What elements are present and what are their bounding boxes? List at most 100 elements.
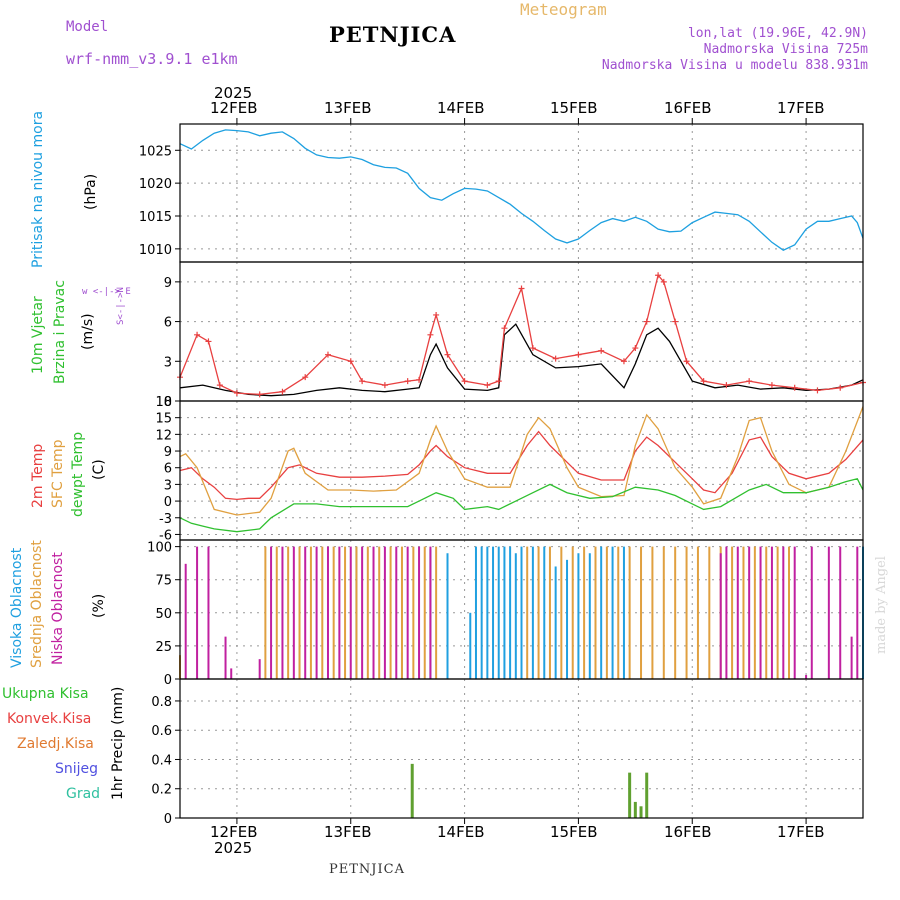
srednja-oblacnost-bar — [685, 546, 688, 679]
srednja-oblacnost-bar — [776, 546, 779, 679]
srednja-oblacnost-bar — [332, 546, 335, 679]
gust-marker — [416, 376, 423, 383]
visoka-oblacnost-bar — [480, 546, 483, 679]
y-tick-label: 0 — [164, 395, 172, 410]
srednja-oblacnost-bar — [366, 546, 369, 679]
srednja-oblacnost-bar — [400, 546, 403, 679]
ukupna-kisa-bar — [628, 772, 632, 818]
elevation-info: Nadmorska Visina 725m — [703, 42, 868, 57]
gust-marker — [347, 358, 354, 365]
visoka-oblacnost-bar — [469, 612, 472, 679]
niska-oblacnost-bar — [810, 546, 813, 679]
srednja-oblacnost-bar — [275, 546, 278, 679]
srednja-oblacnost-bar — [731, 546, 734, 679]
gust-marker — [768, 382, 775, 389]
visoka-oblacnost-bar — [600, 546, 603, 679]
cloud-panel: 0 25 50 75 100 — [147, 539, 864, 688]
gust-marker — [575, 351, 582, 358]
gust-marker — [529, 345, 536, 352]
top-date-label: 12FEB — [210, 99, 258, 117]
srednja-oblacnost-bar — [628, 546, 631, 679]
niska-oblacnost-bar — [338, 546, 341, 679]
srednja-oblacnost-bar — [651, 546, 654, 679]
ukupna-kisa-bar — [639, 806, 643, 818]
visoka-oblacnost-bar — [577, 553, 580, 679]
srednja-oblacnost-bar — [526, 546, 529, 679]
gust-marker — [484, 382, 491, 389]
y-tick-label: 75 — [155, 574, 172, 589]
y-tick-label: 1025 — [139, 144, 172, 159]
y-tick-label: 25 — [155, 640, 172, 655]
niska-oblacnost-bar — [230, 668, 233, 679]
gust-marker — [518, 285, 525, 292]
y-tick-label: 3 — [164, 355, 172, 370]
niska-oblacnost-bar — [770, 546, 773, 679]
srednja-oblacnost-bar — [708, 546, 711, 679]
gust-marker — [620, 358, 627, 365]
ukupna-kisa-bar — [633, 801, 637, 818]
y-tick-label: 3 — [164, 478, 172, 493]
bottom-date-label: 12FEB — [210, 823, 258, 841]
visoka-oblacnost-bar — [588, 553, 591, 679]
srednja-oblacnost-bar — [742, 546, 745, 679]
precip-legend-snow: Snijeg — [55, 761, 99, 777]
niska-oblacnost-bar — [719, 553, 722, 679]
bottom-date-label: 15FEB — [550, 823, 598, 841]
y-tick-label: 100 — [147, 541, 172, 556]
model-name: wrf-nmm_v3.9.1 e1km — [66, 50, 238, 68]
niska-oblacnost-bar — [292, 546, 295, 679]
pressure-panel: 1010 1015 1020 1025 — [139, 123, 864, 263]
y-tick-label: 0 — [164, 673, 172, 688]
niska-oblacnost-bar — [759, 546, 762, 679]
precip-legend-rain: Ukupna Kisa — [2, 686, 89, 702]
y-tick-label: -6 — [159, 528, 172, 543]
srednja-oblacnost-bar — [640, 546, 643, 679]
srednja-oblacnost-bar — [753, 546, 756, 679]
srednja-oblacnost-bar — [662, 546, 665, 679]
top-date-label: 16FEB — [664, 99, 712, 117]
meteogram-title: Meteogram — [520, 0, 607, 19]
visoka-oblacnost-bar — [497, 546, 500, 679]
y-tick-label: -3 — [159, 512, 172, 527]
wind-compass-we: w <-|-> E — [82, 287, 131, 297]
srednja-oblacnost-bar — [788, 546, 791, 679]
srednja-oblacnost-bar — [674, 546, 677, 679]
srednja-oblacnost-bar — [605, 546, 608, 679]
gust-marker — [837, 384, 844, 391]
gust-marker — [814, 387, 821, 394]
srednja-oblacnost-bar — [765, 546, 768, 679]
gust-marker — [672, 318, 679, 325]
top-date-label: 15FEB — [550, 99, 598, 117]
srednja-oblacnost-bar — [560, 546, 563, 679]
srednja-oblacnost-bar — [696, 546, 699, 679]
y-tick-label: 9 — [164, 445, 172, 460]
precipitation-panel: 0 0.2 0.4 0.6 0.8 — [151, 678, 864, 827]
niska-oblacnost-bar — [270, 546, 273, 679]
y-tick-label: 0 — [164, 495, 172, 510]
srednja-oblacnost-bar — [423, 546, 426, 679]
panel-frame — [179, 261, 864, 402]
srednja-oblacnost-bar — [537, 546, 540, 679]
niska-oblacnost-bar — [839, 546, 842, 679]
gust-marker — [404, 378, 411, 385]
sfc-temp-line — [179, 406, 864, 516]
srednja-oblacnost-bar — [378, 546, 381, 679]
niska-oblacnost-bar — [805, 675, 808, 679]
top-year-label: 2025 — [214, 84, 253, 102]
model-label: Model — [66, 19, 109, 35]
model-elevation-info: Nadmorska Visina u modelu 838.931m — [601, 58, 868, 73]
srednja-oblacnost-bar — [355, 546, 358, 679]
gust-marker — [256, 391, 263, 398]
gust-marker — [495, 378, 502, 385]
gust-marker — [683, 358, 690, 365]
visoka-oblacnost-bar — [622, 546, 625, 679]
y-tick-label: 1010 — [139, 243, 172, 258]
visoka-oblacnost-bar — [514, 553, 517, 679]
niska-oblacnost-bar — [418, 546, 421, 679]
gust-marker — [381, 382, 388, 389]
ukupna-kisa-bar — [645, 772, 649, 818]
visoka-oblacnost-bar — [474, 546, 477, 679]
panel-frame — [179, 123, 864, 263]
srednja-oblacnost-bar — [298, 546, 301, 679]
gust-marker — [433, 311, 440, 318]
